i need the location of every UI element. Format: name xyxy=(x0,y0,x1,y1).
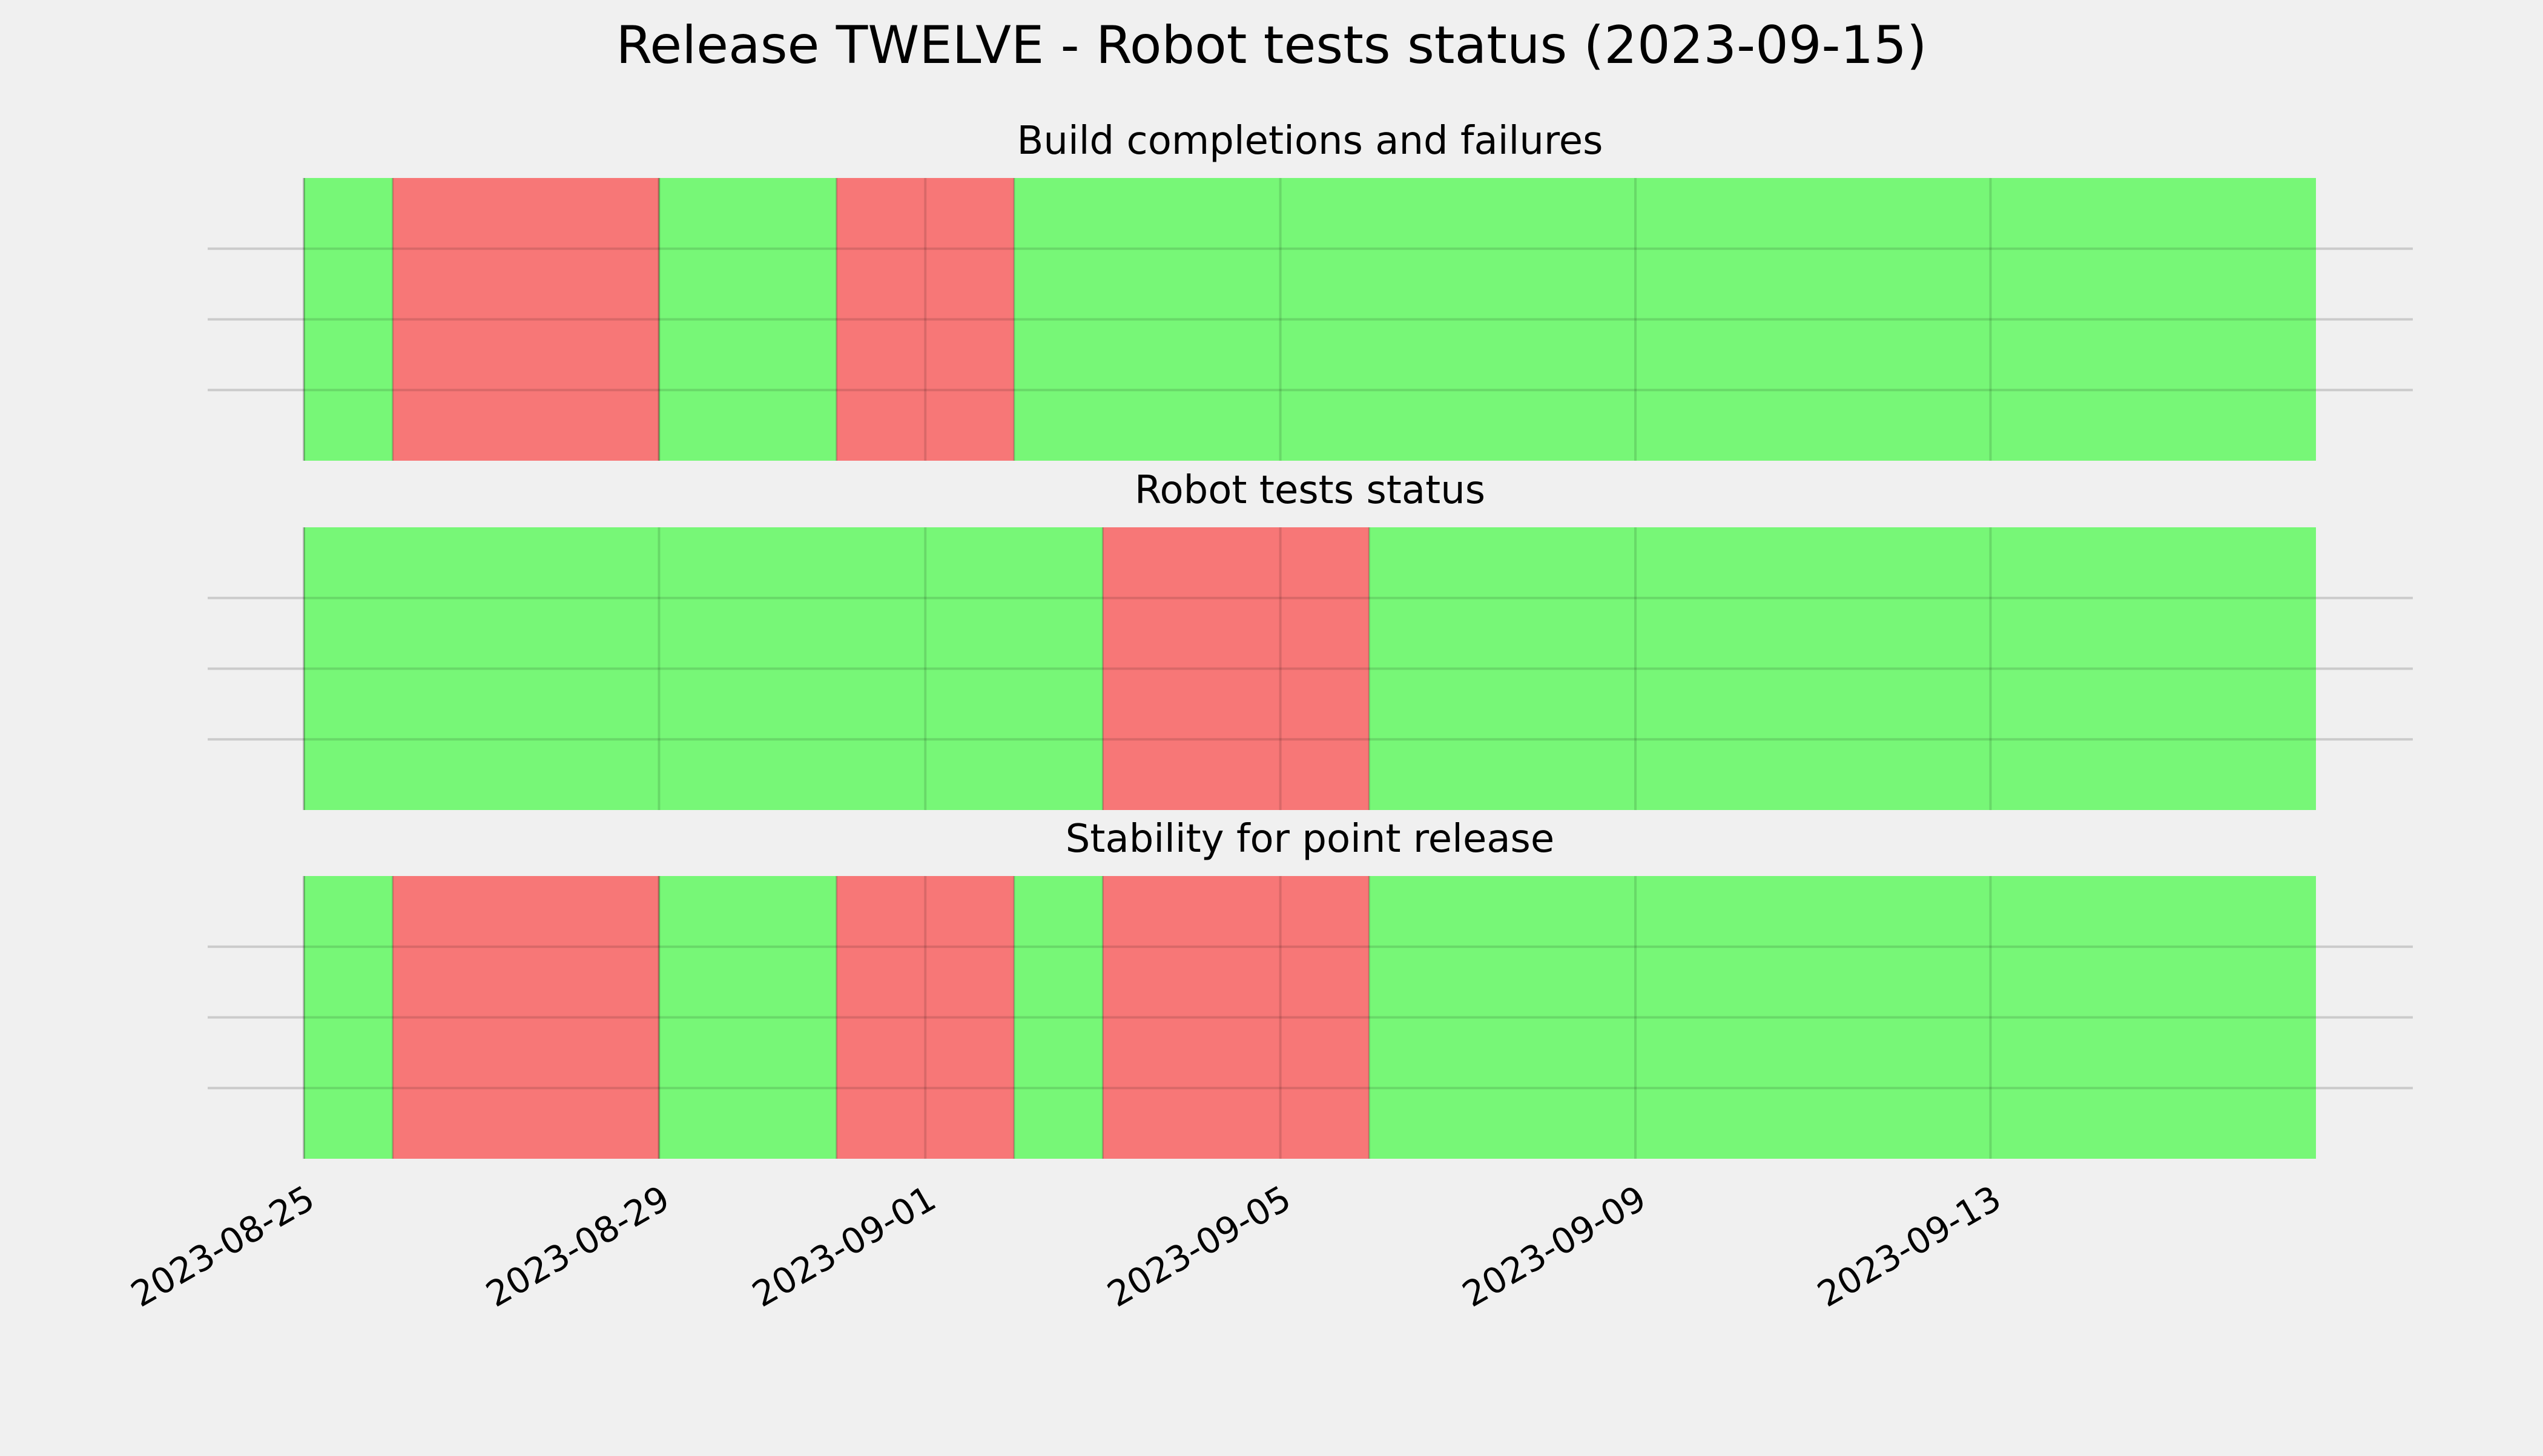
status-bar-ok xyxy=(1014,178,2316,461)
status-bar-ok xyxy=(1369,527,2316,810)
panel-title: Build completions and failures xyxy=(1017,119,1603,163)
panel-title: Robot tests status xyxy=(1135,468,1485,513)
status-bar-ok xyxy=(1369,876,2316,1159)
status-bar-ok xyxy=(304,178,393,461)
status-bar-ok xyxy=(304,527,1103,810)
status-bar-fail xyxy=(1103,527,1370,810)
panel: Build completions and failures xyxy=(208,119,2413,461)
status-bar-fail xyxy=(392,178,659,461)
status-bar-ok xyxy=(1014,876,1103,1159)
x-tick-label: 2023-09-05 xyxy=(1100,1178,1298,1315)
status-bar-ok xyxy=(659,178,837,461)
status-bar-ok xyxy=(304,876,393,1159)
status-bar-ok xyxy=(659,876,837,1159)
panel: Stability for point release xyxy=(208,817,2413,1159)
status-bar-fail xyxy=(836,178,1014,461)
status-bar-fail xyxy=(836,876,1014,1159)
panel-title: Stability for point release xyxy=(1066,817,1555,861)
status-bar-fail xyxy=(392,876,659,1159)
chart-title: Release TWELVE - Robot tests status (202… xyxy=(616,15,1927,76)
status-bar-fail xyxy=(1103,876,1370,1159)
x-tick-label: 2023-08-25 xyxy=(124,1178,322,1315)
x-tick-label: 2023-08-29 xyxy=(479,1178,676,1315)
panel: Robot tests status xyxy=(208,468,2413,810)
x-tick-label: 2023-09-09 xyxy=(1456,1178,1653,1315)
x-tick-label: 2023-09-01 xyxy=(745,1178,943,1315)
x-tick-label: 2023-09-13 xyxy=(1810,1178,2008,1315)
